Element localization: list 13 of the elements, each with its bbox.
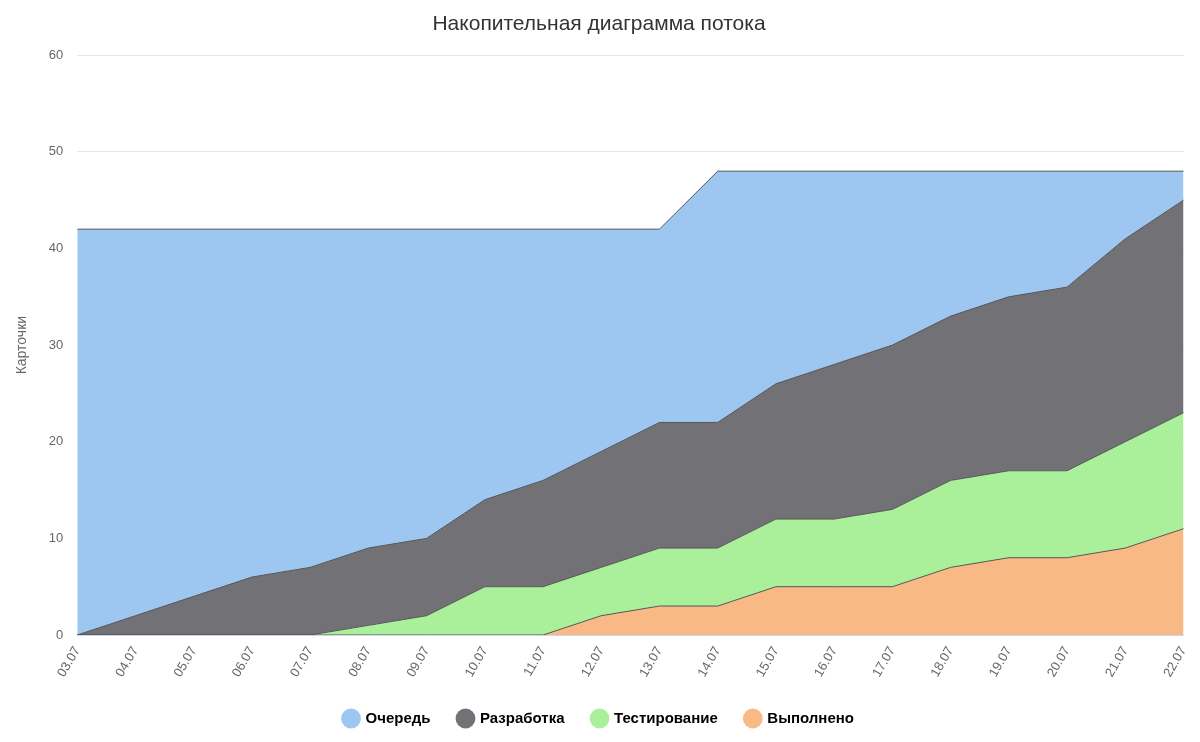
y-tick-label: 50 bbox=[48, 143, 64, 159]
y-axis-title: Карточки bbox=[13, 315, 30, 375]
chart-title: Накопительная диаграмма потока bbox=[432, 11, 766, 35]
y-tick-label: 0 bbox=[56, 626, 64, 642]
legend-label: Выполнено bbox=[767, 708, 854, 726]
y-tick-label: 60 bbox=[48, 46, 64, 62]
y-tick-label: 40 bbox=[48, 240, 64, 256]
y-tick-label: 30 bbox=[48, 336, 64, 352]
legend-label: Разработка bbox=[480, 708, 566, 726]
y-tick-label: 20 bbox=[48, 433, 64, 449]
y-tick-label: 10 bbox=[48, 529, 64, 545]
legend-label: Очередь bbox=[365, 708, 431, 726]
legend-label: Тестирование bbox=[614, 708, 718, 726]
